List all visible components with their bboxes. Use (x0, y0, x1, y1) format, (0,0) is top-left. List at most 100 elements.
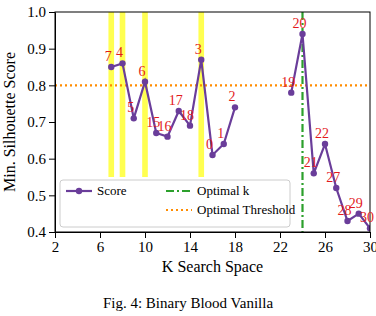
y-tick: 0.4 (27, 224, 55, 240)
point-label: 18 (180, 108, 194, 123)
x-tick-label: 30 (363, 239, 376, 255)
point-label: 22 (315, 126, 329, 141)
score-point (299, 31, 305, 37)
legend-marker (76, 188, 82, 194)
x-tick-label: 2 (52, 239, 60, 255)
x-tick-label: 10 (138, 239, 153, 255)
y-tick: 0.7 (27, 114, 55, 130)
y-tick-mark (49, 232, 55, 233)
x-tick-mark (370, 232, 371, 238)
y-axis-line (55, 13, 56, 233)
y-tick-label: 0.7 (27, 114, 46, 130)
point-label: 20 (293, 16, 307, 31)
point-label: 6 (139, 64, 146, 79)
x-tick: 18 (228, 232, 243, 255)
plot-frame (55, 12, 370, 232)
score-point (221, 141, 227, 147)
x-tick-label: 26 (318, 239, 334, 255)
x-tick-mark (325, 232, 326, 238)
legend: Score Optimal k Optimal Threshold (60, 180, 296, 227)
highlight-band (198, 12, 204, 177)
highlight-band (108, 12, 114, 177)
y-tick-mark (49, 12, 55, 13)
x-tick-mark (280, 232, 281, 238)
x-axis: 26101418222630 (52, 232, 376, 255)
legend-label: Optimal Threshold (197, 202, 296, 217)
legend-label: Score (97, 183, 127, 198)
point-label: 5 (127, 100, 134, 115)
y-tick: 0.8 (27, 78, 55, 94)
x-tick: 6 (97, 232, 105, 255)
y-tick-mark (49, 122, 55, 123)
point-label: 30 (360, 210, 374, 225)
point-label: 3 (195, 42, 202, 57)
x-tick-mark (190, 232, 191, 238)
y-tick: 0.9 (27, 41, 55, 57)
caption: Fig. 4: Binary Blood Vanilla (103, 295, 273, 311)
score-point (187, 122, 193, 128)
x-tick-label: 18 (228, 239, 243, 255)
y-tick-label: 1.0 (27, 4, 46, 20)
score-point (119, 60, 125, 66)
score-point (288, 89, 294, 95)
y-tick-label: 0.5 (27, 188, 46, 204)
x-tick-mark (100, 232, 101, 238)
score-point (311, 170, 317, 176)
score-point (333, 185, 339, 191)
y-tick-label: 0.6 (27, 151, 46, 167)
y-axis-title: Min. Silhouette Score (1, 52, 18, 192)
legend-label: Optimal k (197, 183, 250, 198)
x-tick-label: 22 (273, 239, 288, 255)
y-tick: 0.5 (27, 188, 55, 204)
point-label: 7 (105, 49, 112, 64)
y-tick-mark (49, 159, 55, 160)
x-tick-label: 14 (183, 239, 199, 255)
point-label: 0 (206, 137, 213, 152)
x-tick: 10 (138, 232, 153, 255)
score-point (164, 133, 170, 139)
x-tick-mark (55, 232, 56, 238)
point-label: 1 (217, 126, 224, 141)
score-point (322, 141, 328, 147)
x-tick: 14 (183, 232, 199, 255)
y-tick: 1.0 (27, 4, 55, 20)
plot-area (55, 12, 370, 232)
point-label: 16 (158, 119, 172, 134)
y-tick-mark (49, 85, 55, 86)
score-point (198, 56, 204, 62)
x-tick: 22 (273, 232, 288, 255)
y-tick-label: 0.4 (27, 224, 46, 240)
point-label: 29 (349, 196, 363, 211)
x-tick: 2 (52, 232, 60, 255)
legend-swatch (166, 209, 192, 211)
x-tick: 26 (318, 232, 334, 255)
score-point (232, 104, 238, 110)
y-tick: 0.6 (27, 151, 55, 167)
score-point (108, 64, 114, 70)
point-label: 21 (304, 155, 318, 170)
y-tick-label: 0.9 (27, 41, 46, 57)
point-label: 19 (281, 75, 295, 90)
legend-swatch (166, 190, 192, 192)
score-point (209, 152, 215, 158)
score-point (142, 78, 148, 84)
point-label: 27 (326, 170, 340, 185)
x-tick-mark (235, 232, 236, 238)
x-tick-mark (145, 232, 146, 238)
chart: 7456151617183012192021222728293026101418… (0, 0, 376, 316)
x-tick-label: 6 (97, 239, 105, 255)
y-tick-mark (49, 49, 55, 50)
x-axis-line (56, 232, 371, 233)
y-tick-mark (49, 195, 55, 196)
x-tick: 30 (363, 232, 376, 255)
score-point (131, 115, 137, 121)
score-point (344, 218, 350, 224)
y-axis: 0.4 0.5 0.6 0.7 0.8 0.9 1.0 (27, 4, 55, 240)
point-label: 2 (229, 89, 236, 104)
point-label: 17 (169, 93, 183, 108)
threshold-line (55, 84, 370, 86)
x-axis-title: K Search Space (162, 258, 263, 276)
y-tick-label: 0.8 (27, 78, 46, 94)
point-label: 4 (116, 45, 123, 60)
highlight-band (120, 12, 126, 177)
